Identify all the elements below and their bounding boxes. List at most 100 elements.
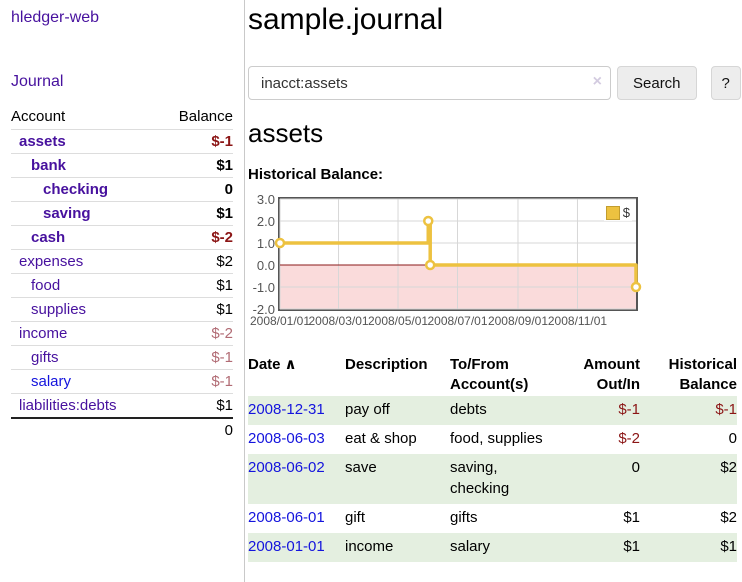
legend-swatch-icon [605, 205, 620, 220]
transaction-accounts-cell: saving, checking [450, 459, 510, 497]
account-link[interactable]: expenses [19, 253, 84, 270]
column-header-date[interactable]: Date ∧ [248, 356, 297, 373]
column-header-amount-out-in: Amount Out/In [583, 356, 640, 393]
search-input[interactable] [248, 66, 611, 100]
column-header-tofrom-accounts: To/From Account(s) [450, 356, 529, 393]
x-axis-tick-label: 2008/01/01 [249, 314, 311, 328]
account-row: cash $-2 [11, 225, 233, 250]
search-bar: × Search ? [248, 66, 742, 100]
transaction-description-cell: income [345, 538, 394, 556]
account-name-cell: saving [11, 201, 158, 226]
account-link[interactable]: gifts [31, 349, 59, 366]
y-axis-tick-label: -1.0 [252, 280, 275, 295]
search-help-button[interactable]: ? [710, 66, 741, 100]
account-row: bank $1 [11, 153, 233, 178]
y-axis-tick-label: 3.0 [256, 192, 275, 207]
account-balance: $2 [157, 249, 233, 274]
transaction-row: 2008-12-31 pay off debts $-1 $-1 [248, 395, 737, 426]
account-row: income $-2 [11, 321, 233, 346]
account-link[interactable]: assets [19, 133, 66, 150]
column-header-description: Description [345, 356, 428, 373]
accounts-total-value: 0 [157, 417, 233, 442]
account-balance: $-1 [157, 345, 233, 370]
account-name-cell: liabilities:debts [11, 393, 158, 418]
transaction-date-cell: 2008-06-02 [248, 454, 345, 504]
transaction-date-cell: 2008-06-03 [248, 425, 345, 454]
transaction-description-cell: eat & shop [345, 430, 417, 448]
chart-title: Historical Balance: [248, 166, 384, 183]
transaction-accounts-cell: debts [450, 400, 487, 418]
clear-search-icon[interactable]: × [592, 73, 602, 90]
account-row: gifts $-1 [11, 345, 233, 370]
accounts-header-row: Account Balance [11, 105, 233, 130]
account-link[interactable]: salary [31, 373, 72, 390]
transaction-balance-cell: $-1 [715, 400, 737, 418]
column-header-historical-balance: Historical Balance [668, 356, 737, 393]
account-name-cell: assets [11, 129, 158, 154]
transaction-balance-cell: $2 [720, 459, 737, 477]
account-link[interactable]: checking [43, 181, 109, 198]
account-name-cell: supplies [11, 297, 158, 322]
sidebar: hledger-web Journal Account Balance asse… [0, 0, 245, 582]
x-axis-tick-label: 2008/07/01 [427, 314, 488, 328]
transaction-date-link[interactable]: 2008-06-03 [248, 430, 325, 448]
chart-plot-area[interactable]: $ [274, 197, 642, 311]
transaction-row: 2008-01-01 income salary $1 $1 [248, 533, 737, 563]
account-row: expenses $2 [11, 249, 233, 274]
page-title: sample.journal [248, 3, 444, 36]
account-name-cell: income [11, 321, 158, 346]
y-axis-tick-label: -2.0 [252, 302, 275, 317]
account-balance: 0 [157, 177, 233, 202]
app-title-link[interactable]: hledger-web [11, 9, 100, 26]
x-axis-tick-label: 2008/05/01 [367, 314, 429, 328]
transaction-date-cell: 2008-12-31 [248, 396, 345, 425]
account-balance: $1 [157, 297, 233, 322]
account-name-cell: cash [11, 225, 158, 250]
account-link[interactable]: food [31, 277, 61, 294]
transaction-amount-cell: 0 [631, 459, 640, 477]
account-row: checking 0 [11, 177, 233, 202]
transaction-date-link[interactable]: 2008-12-31 [248, 400, 325, 418]
transaction-balance-cell: $2 [720, 508, 737, 526]
transaction-amount-cell: $1 [623, 538, 640, 556]
transaction-date-link[interactable]: 2008-06-01 [248, 508, 325, 526]
search-button[interactable]: Search [617, 66, 697, 100]
transaction-date-link[interactable]: 2008-06-02 [248, 459, 325, 477]
transaction-description-cell: save [345, 459, 377, 477]
transaction-description-cell: gift [345, 508, 366, 526]
account-row: saving $1 [11, 201, 233, 226]
transaction-date-cell: 2008-06-01 [248, 504, 345, 533]
transaction-date-link[interactable]: 2008-01-01 [248, 538, 325, 556]
chart-legend: $ [603, 204, 632, 221]
transaction-amount-cell: $-1 [618, 400, 640, 418]
accounts-balance-table: Account Balance assets $-1 bank $1 checking 0… [11, 105, 233, 442]
account-link[interactable]: cash [31, 229, 66, 246]
transactions-header-row: Date ∧ Description To/From Account(s) Amo… [248, 354, 737, 396]
sidebar-item-journal[interactable]: Journal [11, 73, 64, 90]
account-row: assets $-1 [11, 129, 233, 154]
y-axis-tick-label: 1.0 [256, 236, 275, 251]
account-link[interactable]: income [19, 325, 68, 342]
sort-asc-icon: ∧ [284, 356, 297, 373]
accounts-total-row: 0 [11, 417, 233, 442]
account-balance: $-2 [157, 321, 233, 346]
account-link[interactable]: bank [31, 157, 67, 174]
account-link[interactable]: saving [43, 205, 91, 222]
transaction-amount-cell: $-2 [618, 430, 640, 448]
account-name-cell: salary [11, 369, 158, 394]
account-link[interactable]: supplies [31, 301, 87, 318]
account-balance: $1 [157, 201, 233, 226]
transaction-date-cell: 2008-01-01 [248, 533, 345, 562]
account-link[interactable]: liabilities:debts [19, 397, 117, 414]
main-content: sample.journal × Search ? assets Histori… [234, 0, 742, 582]
transaction-balance-cell: $1 [720, 538, 737, 556]
historical-balance-chart: $ 3.0 2.0 1.0 0.0 -1.0 -2.0 2008/01/01 2008/03/… [248, 192, 742, 336]
account-balance: $-1 [157, 369, 233, 394]
legend-label: $ [622, 205, 630, 220]
y-axis-tick-label: 2.0 [256, 214, 275, 229]
account-row: salary $-1 [11, 369, 233, 394]
transaction-row: 2008-06-03 eat & shop food, supplies $-2 0 [248, 425, 737, 454]
account-balance: $-2 [157, 225, 233, 250]
transaction-accounts-cell: food, supplies [450, 430, 543, 448]
